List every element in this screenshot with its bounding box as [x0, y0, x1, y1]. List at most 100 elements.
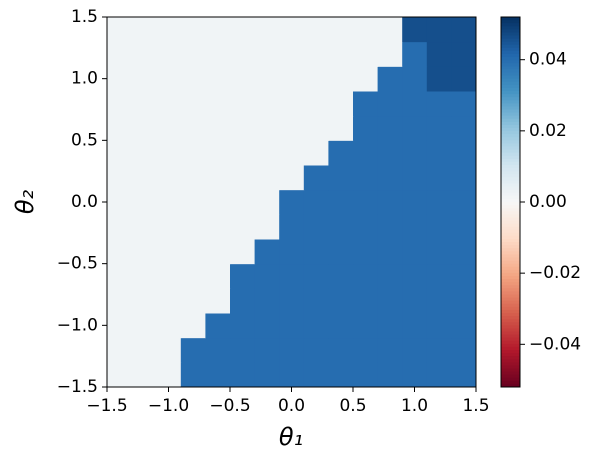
heatmap-cell [377, 313, 403, 339]
heatmap-cell [156, 41, 182, 67]
colorbar-strip [501, 223, 520, 228]
heatmap-cell [180, 17, 206, 43]
heatmap-cell [254, 313, 280, 339]
colorbar-strip [501, 202, 520, 206]
heatmap-cell [131, 115, 157, 141]
colorbar-strip [501, 331, 520, 336]
heatmap-cell [131, 313, 157, 339]
heatmap-cell [451, 362, 477, 388]
heatmap-cell [426, 337, 452, 363]
colorbar-strip [501, 29, 520, 33]
heatmap-cell [353, 140, 379, 166]
colorbar-strip [501, 313, 520, 317]
heatmap-cell [451, 239, 477, 265]
heatmap-cell [254, 41, 280, 67]
heatmap-cell [279, 41, 305, 67]
y-axis-label: θ₂ [11, 189, 39, 214]
colorbar-strip [501, 297, 520, 302]
colorbar-strip [501, 81, 520, 86]
heatmap-cell [353, 362, 379, 388]
heatmap-cell [426, 91, 452, 117]
colorbar-strip [501, 226, 520, 231]
colorbar-strip [501, 44, 520, 49]
colorbar-strip [501, 242, 520, 246]
colorbar-tick-label: 0.04 [529, 50, 567, 70]
heatmap-cell [180, 239, 206, 265]
heatmap-cell [303, 362, 329, 388]
colorbar-strip [501, 368, 520, 373]
heatmap-cell [353, 337, 379, 363]
heatmap-cell [328, 66, 354, 92]
colorbar-strip [501, 303, 520, 308]
heatmap-cell [303, 41, 329, 67]
y-tick-label: −1.0 [57, 315, 98, 335]
heatmap-cell [279, 91, 305, 117]
colorbar-strip [501, 217, 520, 221]
colorbar-strip [501, 69, 520, 73]
heatmap-cell [328, 140, 354, 166]
heatmap-cell [230, 337, 256, 363]
colorbar-strip [501, 128, 520, 132]
colorbar-strip [501, 131, 520, 135]
heatmap-cell [303, 214, 329, 240]
colorbar-strip [501, 180, 520, 184]
colorbar-strip [501, 140, 520, 144]
colorbar-strip [501, 328, 520, 332]
colorbar-strip [501, 50, 520, 55]
colorbar-strip [501, 94, 520, 98]
x-tick-label: 1.0 [401, 396, 428, 416]
heatmap-cell [377, 239, 403, 265]
heatmap-cell [328, 214, 354, 240]
colorbar-strip [501, 146, 520, 151]
heatmap-cell [230, 66, 256, 92]
colorbar-strip [501, 112, 520, 117]
y-tick-label: −1.5 [57, 377, 98, 397]
colorbar-strip [501, 229, 520, 234]
heatmap-cell [353, 288, 379, 314]
colorbar-strip [501, 57, 520, 61]
heatmap-cell [156, 263, 182, 289]
heatmap-cell [328, 362, 354, 388]
colorbar-strip [501, 186, 520, 191]
colorbar-strip [501, 285, 520, 289]
heatmap-cell [451, 41, 477, 67]
x-tick-label: 1.5 [462, 396, 489, 416]
heatmap-cell [303, 140, 329, 166]
colorbar-strip [501, 276, 520, 280]
heatmap-cell [279, 17, 305, 43]
colorbar-strip [501, 220, 520, 225]
heatmap-cell [303, 313, 329, 339]
colorbar-strip [501, 272, 520, 277]
y-tick-label: 1.0 [71, 69, 98, 89]
colorbar-strip [501, 205, 520, 209]
heatmap-cell [402, 189, 428, 215]
heatmap-cell [353, 189, 379, 215]
heatmap-cell [353, 214, 379, 240]
heatmap-cell [131, 189, 157, 215]
heatmap-cell [328, 91, 354, 117]
heatmap-cell [254, 115, 280, 141]
colorbar-strip [501, 124, 520, 129]
heatmap-cell [353, 66, 379, 92]
colorbar-tick-label: −0.02 [529, 263, 581, 283]
heatmap-cell [303, 17, 329, 43]
heatmap-cell [254, 337, 280, 363]
colorbar-strip [501, 35, 520, 40]
heatmap-cell [156, 17, 182, 43]
heatmap-cell [303, 66, 329, 92]
heatmap-cell [426, 41, 452, 67]
heatmap-cell [254, 263, 280, 289]
colorbar-strip [501, 106, 520, 110]
colorbar-strip [501, 319, 520, 323]
colorbar-strip [501, 66, 520, 70]
heatmap-cell [377, 214, 403, 240]
colorbar-strip [501, 257, 520, 262]
heatmap-cell [279, 362, 305, 388]
colorbar-strip [501, 211, 520, 215]
heatmap-cell [156, 140, 182, 166]
heatmap-cell [230, 263, 256, 289]
heatmap-cell [279, 337, 305, 363]
heatmap-cell [254, 239, 280, 265]
y-tick-label: 1.5 [71, 7, 98, 27]
heatmap-cell [156, 362, 182, 388]
